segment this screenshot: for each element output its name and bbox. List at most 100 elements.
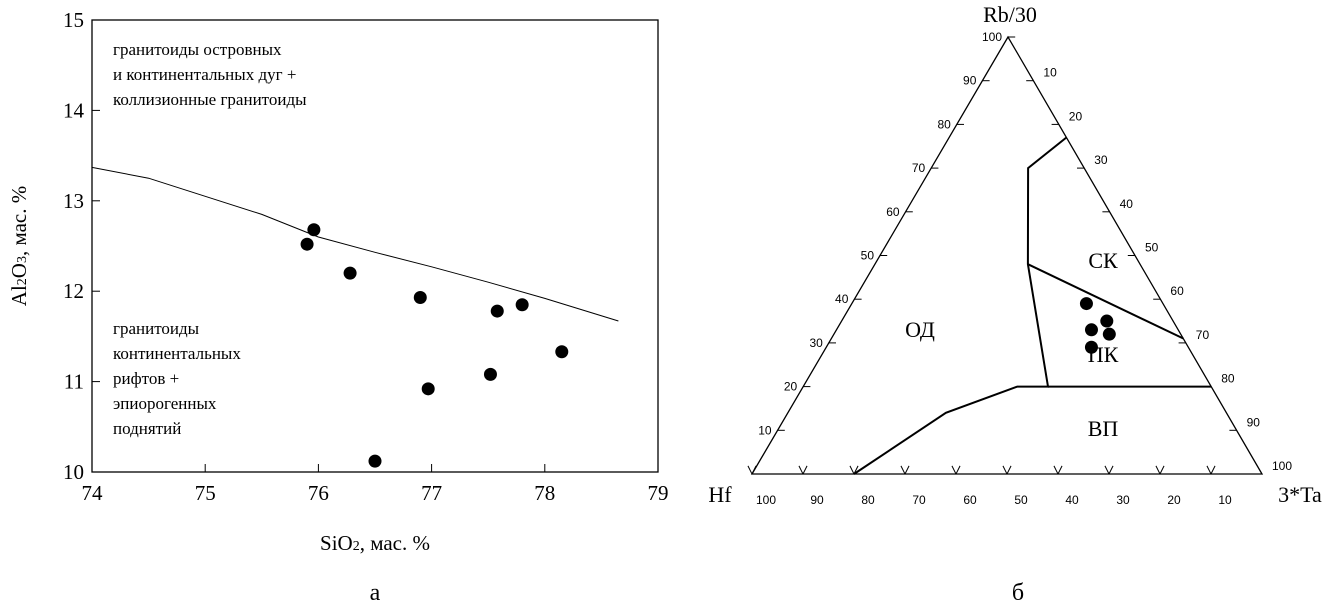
region-lower-line-2: континентальных	[113, 344, 241, 363]
x-tick-label: 78	[534, 481, 555, 505]
ternary-tick-mark	[1108, 465, 1114, 475]
left-tick-label: 80	[937, 117, 951, 131]
x-tick-label: 76	[308, 481, 329, 505]
bottom-tick-label: 80	[861, 493, 875, 507]
field-label-sk: СК	[1088, 248, 1118, 273]
data-point	[490, 304, 504, 318]
data-point	[307, 223, 321, 237]
region-upper-line-1: гранитоиды островных	[113, 40, 282, 59]
ternary-tick-mark	[1206, 465, 1212, 475]
right-tick-label: 70	[1196, 328, 1210, 342]
data-point	[343, 266, 357, 280]
bottom-tick-label: 30	[1116, 493, 1130, 507]
bottom-tick-label: 90	[810, 493, 824, 507]
region-upper-line-3: коллизионные гранитоиды	[113, 90, 307, 109]
bottom-tick-label: 70	[912, 493, 926, 507]
ternary-tick-mark	[1210, 465, 1216, 475]
ternary-tick-mark	[1053, 465, 1059, 475]
y-ticks: 10 11 12 13 14 15	[63, 8, 100, 484]
field-boundary	[853, 136, 1068, 475]
apex-top-label: Rb/30	[983, 2, 1037, 27]
y-tick-label: 14	[63, 98, 85, 122]
right-tick-label: 80	[1221, 372, 1235, 386]
y-axis-label: Al2O3, мас. %	[7, 186, 31, 306]
x-tick-label: 79	[648, 481, 669, 505]
x-ticks: 74 75 76 77 78 79	[82, 464, 669, 505]
bottom-tick-label: 20	[1167, 493, 1181, 507]
left-tick-label: 40	[835, 292, 849, 306]
panel-a-caption: а	[370, 580, 381, 606]
left-tick-label: 50	[861, 249, 875, 263]
field-label-pk: ПК	[1088, 342, 1119, 367]
field-label-od: ОД	[905, 317, 935, 342]
y-tick-label: 10	[63, 460, 84, 484]
ternary-tick-mark	[1006, 465, 1012, 475]
field-boundary	[1027, 263, 1184, 340]
y-tick-label: 15	[63, 8, 84, 32]
field-label-vp: ВП	[1088, 416, 1119, 441]
ternary-tick-mark	[1002, 465, 1008, 475]
data-point	[421, 382, 435, 396]
ternary-tick-mark	[1159, 465, 1165, 475]
data-point	[555, 345, 569, 359]
data-point	[515, 298, 529, 312]
left-tick-label: 30	[809, 336, 823, 350]
y-tick-label: 13	[63, 189, 84, 213]
ternary-tick-mark	[798, 465, 804, 475]
right-tick-label: 100	[1272, 459, 1292, 473]
y-tick-label: 12	[63, 279, 84, 303]
plot-frame	[91, 19, 659, 473]
bottom-tick-label: 50	[1014, 493, 1028, 507]
region-lower-line-3: рифтов +	[113, 369, 179, 388]
bottom-tick-label: 10	[1218, 493, 1232, 507]
data-point	[483, 367, 497, 381]
x-tick-label: 75	[195, 481, 216, 505]
discrimination-line	[91, 166, 619, 322]
bottom-tick-label: 40	[1065, 493, 1079, 507]
right-tick-label: 40	[1120, 197, 1134, 211]
right-tick-label: 50	[1145, 241, 1159, 255]
data-point	[1084, 323, 1098, 337]
y-tick-label: 11	[64, 370, 84, 394]
x-tick-label: 74	[82, 481, 104, 505]
data-point	[413, 291, 427, 305]
data-point	[300, 237, 314, 251]
panel-a-scatter: 74 75 76 77 78 79 10 11 12 13 14 15 гранитоиды ост…	[7, 8, 669, 606]
ternary-tick-mark	[904, 465, 910, 475]
data-point	[368, 454, 382, 468]
ternary-triangle	[750, 35, 1264, 475]
left-tick-label: 20	[784, 380, 798, 394]
bottom-tick-label: 60	[963, 493, 977, 507]
data-points	[1079, 297, 1116, 354]
ternary-tick-mark	[955, 465, 961, 475]
ternary-tick-mark	[802, 465, 808, 475]
ternary-tick-mark	[1155, 465, 1161, 475]
x-axis-label: SiO2, мас. %	[320, 531, 430, 555]
right-tick-label: 20	[1069, 109, 1083, 123]
left-tick-label: 10	[758, 423, 772, 437]
ternary-tick-mark	[951, 465, 957, 475]
ternary-tick-mark	[1104, 465, 1110, 475]
panel-b-caption: б	[1012, 580, 1024, 606]
left-tick-label: 90	[963, 74, 977, 88]
ternary-tick-mark	[751, 465, 757, 475]
left-tick-label: 100	[982, 30, 1002, 44]
data-points	[300, 223, 569, 468]
data-point	[1084, 340, 1098, 354]
right-tick-label: 30	[1094, 153, 1108, 167]
field-boundaries	[853, 136, 1212, 475]
ternary-tick-mark	[747, 465, 753, 475]
data-point	[1102, 327, 1116, 341]
region-lower-line-1: гранитоиды	[113, 319, 200, 338]
ternary-tick-mark	[849, 465, 855, 475]
region-lower-line-5: поднятий	[113, 419, 181, 438]
apex-left-label: Hf	[708, 482, 732, 507]
data-point	[1079, 297, 1093, 311]
data-point	[1100, 314, 1114, 328]
ternary-tick-mark	[900, 465, 906, 475]
right-tick-label: 60	[1170, 284, 1184, 298]
x-tick-label: 77	[421, 481, 442, 505]
region-lower-line-4: эпиорогенных	[113, 394, 217, 413]
panel-b-ternary: 100 90 80 70 60 50 40 30 20 10 10 20 30 40 50 60 70 80 90 1…	[708, 2, 1322, 606]
